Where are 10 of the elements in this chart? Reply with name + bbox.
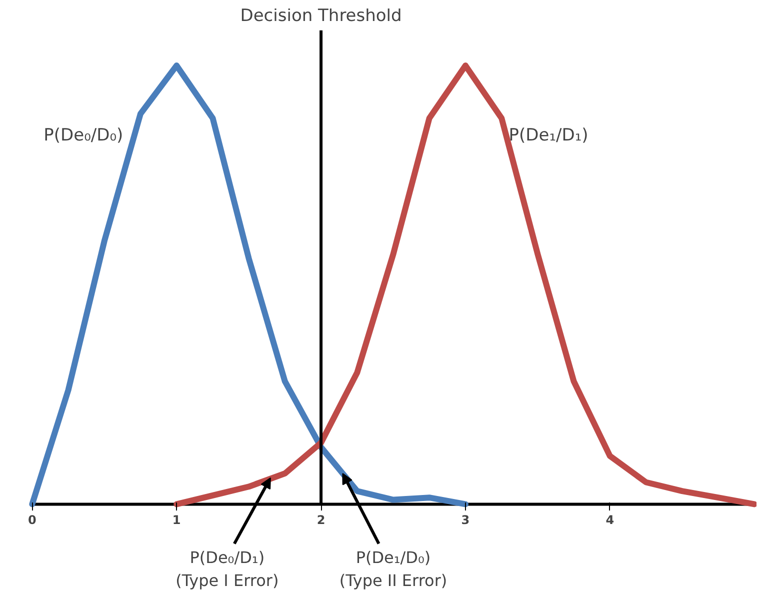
x-tick-label: 4	[606, 513, 614, 528]
annotation: P(De₀/D₁) (Type I Error)	[176, 548, 279, 590]
x-tick-label: 1	[172, 513, 181, 528]
x-tick-label: 2	[316, 513, 326, 528]
series-label: P(De₀/D₀)	[44, 126, 124, 146]
series-label: P(De₁/D₁)	[508, 126, 588, 146]
x-tick-label: 3	[461, 513, 470, 528]
ref-line-label: Decision Threshold	[240, 6, 402, 26]
x-tick-label: 0	[28, 513, 36, 528]
annotation: P(De₁/D₀) (Type II Error)	[339, 548, 448, 590]
